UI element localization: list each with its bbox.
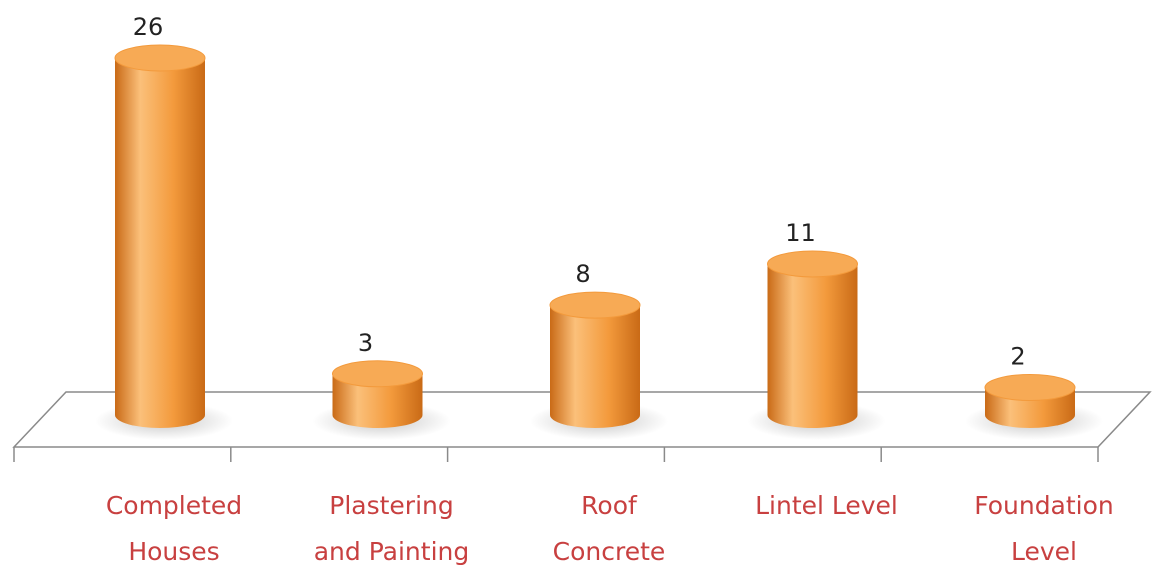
category-label-line: Lintel Level — [755, 491, 898, 520]
category-label: Foundation Level — [974, 491, 1114, 566]
bar-top — [114, 44, 206, 72]
bar-body — [115, 58, 205, 428]
bar — [965, 374, 1103, 440]
category-label: Lintel Level — [755, 491, 898, 520]
value-label: 3 — [358, 329, 373, 357]
category-label-line: Plastering — [329, 491, 454, 520]
bar-body — [550, 305, 640, 428]
category-label: Roof Concrete — [553, 491, 666, 566]
category-label-line: Concrete — [553, 537, 666, 566]
category-label-line: and Painting — [314, 537, 470, 566]
category-label-line: Houses — [128, 537, 219, 566]
value-label: 8 — [575, 260, 590, 288]
bar — [312, 360, 451, 440]
bar-top — [767, 250, 858, 278]
bar-body — [767, 263, 858, 429]
bar-body — [332, 373, 423, 429]
value-label: 26 — [133, 13, 164, 41]
bar-top — [984, 374, 1076, 402]
value-label: 11 — [785, 219, 816, 247]
bar — [747, 250, 886, 440]
category-label: Plastering and Painting — [314, 491, 470, 566]
bar-top — [332, 360, 423, 388]
category-label-line: Foundation — [974, 491, 1114, 520]
value-label: 2 — [1010, 343, 1025, 371]
bar — [530, 291, 668, 440]
bar-top — [549, 291, 641, 319]
category-label: Completed Houses — [106, 491, 242, 566]
category-label-line: Roof — [581, 491, 638, 520]
bar — [95, 44, 233, 440]
category-label-line: Level — [1011, 537, 1077, 566]
category-label-line: Completed — [106, 491, 242, 520]
